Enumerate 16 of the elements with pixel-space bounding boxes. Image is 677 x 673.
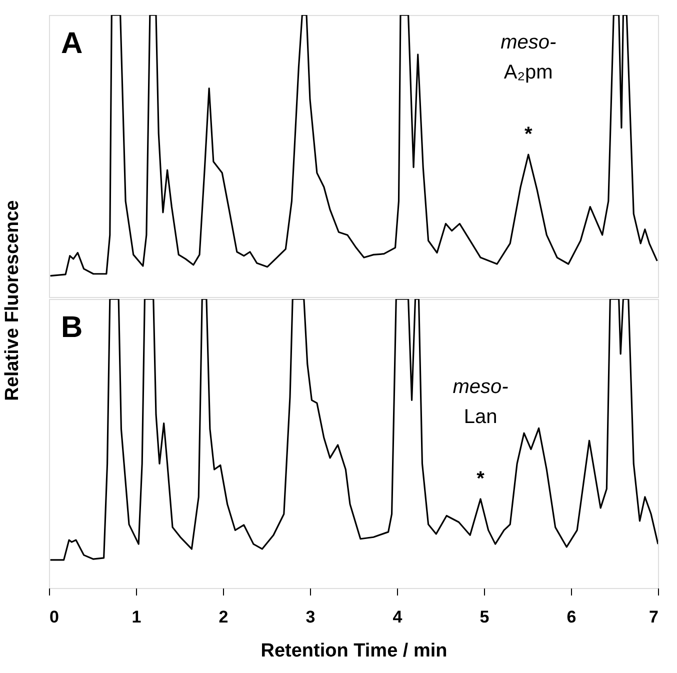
annotation: * <box>476 468 485 490</box>
x-tick-label: 2 <box>218 608 228 626</box>
x-tick-label: 3 <box>306 608 316 626</box>
chart-title: A <box>61 27 83 60</box>
x-tick-label: 5 <box>480 608 490 626</box>
x-tick-label: 1 <box>132 608 142 626</box>
x-tick-label: 4 <box>392 608 403 626</box>
annotation: * <box>524 124 532 146</box>
annotation: meso-A₂pm <box>500 32 556 84</box>
annotation: meso-Lan <box>452 376 509 428</box>
chart-title: B <box>61 311 83 344</box>
x-axis-title: Retention Time / min <box>260 640 448 662</box>
x-tick-label: 6 <box>566 608 576 626</box>
y-axis-title: Relative Fluorescence <box>2 200 23 401</box>
x-tick-label: 7 <box>649 608 658 626</box>
x-tick-label: 0 <box>50 608 59 626</box>
